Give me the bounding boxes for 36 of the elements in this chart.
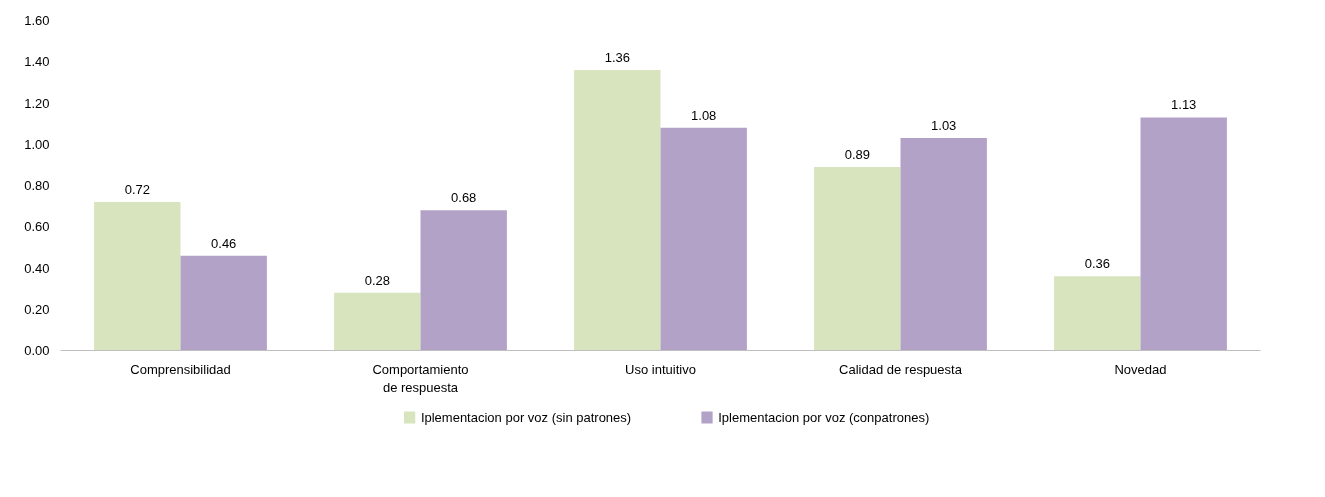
data-label: 1.03 bbox=[931, 118, 957, 134]
x-tick-label: Comportamiento de respuesta bbox=[372, 361, 469, 395]
bar bbox=[1140, 117, 1227, 351]
x-tick-label: Comprensibilidad bbox=[130, 361, 231, 377]
y-tick-label: 1.00 bbox=[24, 136, 50, 152]
data-label: 1.08 bbox=[691, 107, 717, 123]
y-tick-label: 0.80 bbox=[24, 178, 50, 193]
data-label: 1.13 bbox=[1171, 97, 1197, 113]
data-label: 0.89 bbox=[844, 146, 870, 162]
data-label: 1.36 bbox=[604, 50, 630, 65]
data-label: 0.36 bbox=[1084, 256, 1110, 272]
y-tick-label: 0.60 bbox=[24, 219, 50, 235]
y-tick-label: 0.20 bbox=[24, 301, 50, 317]
data-label: 0.46 bbox=[211, 235, 237, 251]
x-tick-label: Novedad bbox=[1114, 361, 1167, 377]
x-tick-label: Uso intuitivo bbox=[625, 361, 696, 377]
x-tick-label: Calidad de respuesta bbox=[839, 361, 963, 377]
y-tick-label: 1.20 bbox=[24, 95, 50, 111]
bar bbox=[94, 202, 181, 351]
bar bbox=[574, 70, 661, 351]
bar bbox=[900, 138, 987, 351]
bar bbox=[334, 292, 421, 351]
y-tick-label: 1.60 bbox=[24, 13, 50, 28]
y-tick-label: 0.40 bbox=[24, 260, 50, 276]
bar bbox=[660, 127, 747, 351]
bar bbox=[180, 255, 267, 351]
data-label: 0.72 bbox=[124, 182, 150, 197]
y-tick-label: 1.40 bbox=[24, 54, 50, 70]
data-label: 0.68 bbox=[451, 190, 477, 206]
data-label: 0.28 bbox=[364, 272, 390, 288]
legend-label: Iplementacion por voz (sin patrones) bbox=[420, 410, 632, 425]
y-tick-label: 0.00 bbox=[24, 343, 50, 358]
bar bbox=[1054, 276, 1141, 351]
legend-label: Iplementacion por voz (conpatrones) bbox=[718, 410, 930, 425]
bar bbox=[420, 210, 507, 351]
bar bbox=[814, 166, 901, 351]
